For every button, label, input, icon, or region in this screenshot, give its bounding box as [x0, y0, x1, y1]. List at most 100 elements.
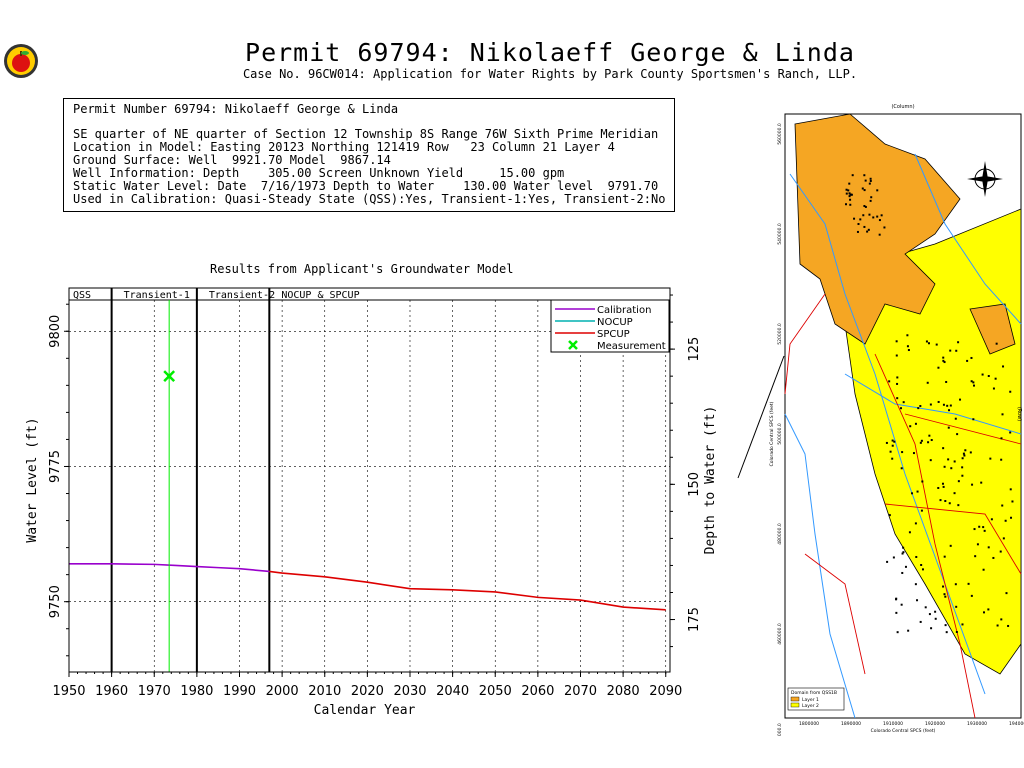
- map-well: [850, 193, 853, 196]
- map-well: [949, 349, 952, 352]
- map-well: [868, 182, 871, 185]
- map-well: [950, 467, 953, 470]
- map-well: [876, 189, 879, 192]
- period-label: QSS: [73, 290, 91, 301]
- info-line: Permit Number 69794: Nikolaeff George & …: [73, 102, 399, 116]
- map-well: [863, 189, 866, 192]
- map-well: [907, 629, 910, 632]
- x-tick-label: 2060: [521, 684, 554, 699]
- x-tick-label: 2090: [649, 684, 682, 699]
- map-well: [928, 613, 931, 616]
- map-well: [978, 525, 981, 528]
- page-subtitle: Case No. 96CW014: Application for Water …: [242, 67, 858, 81]
- map-stream: [844, 373, 1022, 435]
- chart-title: Results from Applicant's Groundwater Mod…: [210, 262, 514, 276]
- map-well: [956, 433, 959, 436]
- map-well: [929, 403, 932, 406]
- map-well: [961, 466, 964, 469]
- x-tick-label: 2070: [564, 684, 597, 699]
- map-well: [867, 228, 870, 231]
- y-axis-label: Water Level (ft): [25, 417, 40, 542]
- map-well: [942, 403, 945, 406]
- map-x-tick-label: 1920000: [925, 721, 945, 727]
- period-label: Transient-1: [124, 290, 190, 301]
- map-well: [851, 174, 854, 177]
- map-well: [972, 384, 975, 387]
- map-well: [928, 434, 931, 437]
- info-line: SE quarter of NE quarter of Section 12 T…: [73, 127, 659, 141]
- map-well: [849, 198, 852, 201]
- map-well: [859, 218, 862, 221]
- map-well: [945, 380, 948, 383]
- map-well: [957, 341, 960, 344]
- map-well: [946, 404, 949, 407]
- map-well: [971, 483, 974, 486]
- map-well: [959, 398, 962, 401]
- map-y-axis-label: Colorado Central SPCS (feet): [769, 401, 775, 466]
- map-well: [848, 195, 851, 198]
- map-well: [869, 199, 872, 202]
- map-well: [961, 623, 964, 626]
- map-well: [995, 342, 998, 345]
- map-well: [1009, 488, 1012, 491]
- map-well: [972, 418, 975, 421]
- map-well: [919, 405, 922, 408]
- map-well: [972, 381, 975, 384]
- map-well: [943, 465, 946, 468]
- map-road: [804, 553, 866, 675]
- map-legend-title: Domain from QSS1B: [791, 690, 837, 696]
- info-line: Well Information: Depth 305.00 Screen Un…: [73, 166, 565, 180]
- y2-tick-label: 150: [687, 472, 702, 497]
- map-well: [930, 627, 933, 630]
- info-line: Static Water Level: Date 7/16/1973 Depth…: [73, 179, 659, 193]
- x-tick-label: 2040: [436, 684, 469, 699]
- map-well: [895, 611, 898, 614]
- map-well: [864, 205, 867, 208]
- map-y-tick-label: 500000.0: [777, 423, 783, 445]
- map-well: [914, 422, 917, 425]
- chart-series: [69, 300, 666, 672]
- map-well: [1010, 516, 1013, 519]
- map-well: [869, 177, 872, 180]
- map-well: [915, 555, 918, 558]
- map-well: [962, 452, 965, 455]
- map-well: [901, 552, 904, 555]
- map-well: [937, 486, 940, 489]
- x-tick-label: 2010: [308, 684, 341, 699]
- map-well: [955, 605, 958, 608]
- logo-icon: [4, 44, 38, 78]
- x-tick-label: 1980: [180, 684, 213, 699]
- map-well: [876, 215, 879, 218]
- map-well: [862, 214, 865, 217]
- y-tick-label: 9750: [48, 585, 63, 618]
- map-legend-entry: Layer 1: [802, 697, 819, 703]
- map-well: [888, 514, 891, 517]
- map-well: [1000, 437, 1003, 440]
- x-tick-label: 2000: [266, 684, 299, 699]
- map-well: [914, 522, 917, 525]
- map-well: [895, 354, 898, 357]
- map-x-axis-label: Colorado Central SPCS (feet): [871, 728, 936, 734]
- legend-swatch: [568, 340, 578, 350]
- map-well: [954, 417, 957, 420]
- legend-entry: Calibration: [597, 305, 651, 316]
- x-tick-label: 2080: [607, 684, 640, 699]
- map-well: [908, 531, 911, 534]
- map-well: [921, 568, 924, 571]
- map-well: [891, 444, 894, 447]
- map-well: [863, 204, 866, 207]
- map-well: [955, 349, 958, 352]
- plot-frame: [68, 287, 671, 673]
- map-well: [957, 480, 960, 483]
- series-line-calibration: [69, 563, 270, 573]
- map-x-tick-label: 1890000: [841, 721, 861, 727]
- map-well: [914, 583, 917, 586]
- map-y-tick-label: 540000.0: [777, 223, 783, 245]
- chart-grid: [69, 300, 670, 672]
- map-well: [1001, 504, 1004, 507]
- map-well: [1000, 458, 1003, 461]
- y2-tick-label: 125: [687, 337, 702, 362]
- map-well: [948, 409, 951, 412]
